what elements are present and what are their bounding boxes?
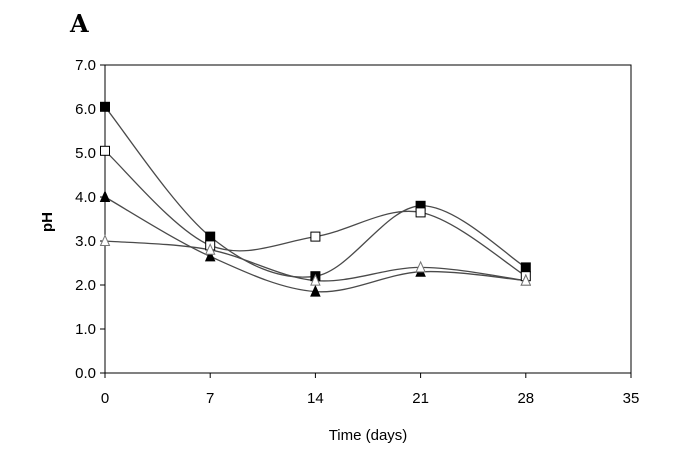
y-tick-label: 5.0 <box>75 145 96 162</box>
data-point <box>100 101 110 112</box>
plot-area <box>104 64 632 374</box>
x-tick-label: 0 <box>101 390 109 407</box>
x-tick-label: 28 <box>517 390 534 407</box>
y-tick-label: 1.0 <box>75 321 96 338</box>
data-point <box>204 243 216 255</box>
axes: 0.0 1.0 2.0 3.0 4.0 5.0 6.0 7.0 0 7 14 21 28 35 <box>75 57 639 407</box>
series-line <box>104 150 527 277</box>
y-tick-label: 4.0 <box>75 189 96 206</box>
data-point <box>310 284 321 297</box>
markers-open-square <box>100 145 531 282</box>
series-line <box>104 106 527 278</box>
y-tick-label: 7.0 <box>75 57 96 74</box>
data-point <box>310 231 321 242</box>
series-open-square <box>104 150 527 277</box>
x-tick-label: 14 <box>307 390 324 407</box>
markers-open-triangle <box>99 234 532 286</box>
data-point <box>415 207 426 218</box>
series-layer <box>99 101 532 297</box>
series-filled-square <box>104 106 527 278</box>
data-point <box>100 145 110 156</box>
markers-filled-square <box>100 101 531 282</box>
x-axis-title: Time (days) <box>329 427 408 444</box>
x-tick-label: 7 <box>206 390 214 407</box>
y-tick-label: 0.0 <box>75 365 96 382</box>
y-axis-title: pH <box>39 212 56 232</box>
data-point <box>520 262 531 273</box>
x-tick-label: 35 <box>623 390 640 407</box>
plot-border <box>104 64 632 374</box>
data-point <box>99 234 111 246</box>
data-point <box>310 273 321 286</box>
data-point <box>99 190 111 202</box>
data-point <box>204 249 216 262</box>
data-point <box>205 231 216 242</box>
data-point <box>415 260 426 273</box>
panel-label: A <box>69 9 89 38</box>
y-tick-label: 3.0 <box>75 233 96 250</box>
y-tick-label: 6.0 <box>75 101 96 118</box>
y-tick-label: 2.0 <box>75 277 96 294</box>
data-point <box>520 273 532 286</box>
x-tick-label: 21 <box>412 390 429 407</box>
